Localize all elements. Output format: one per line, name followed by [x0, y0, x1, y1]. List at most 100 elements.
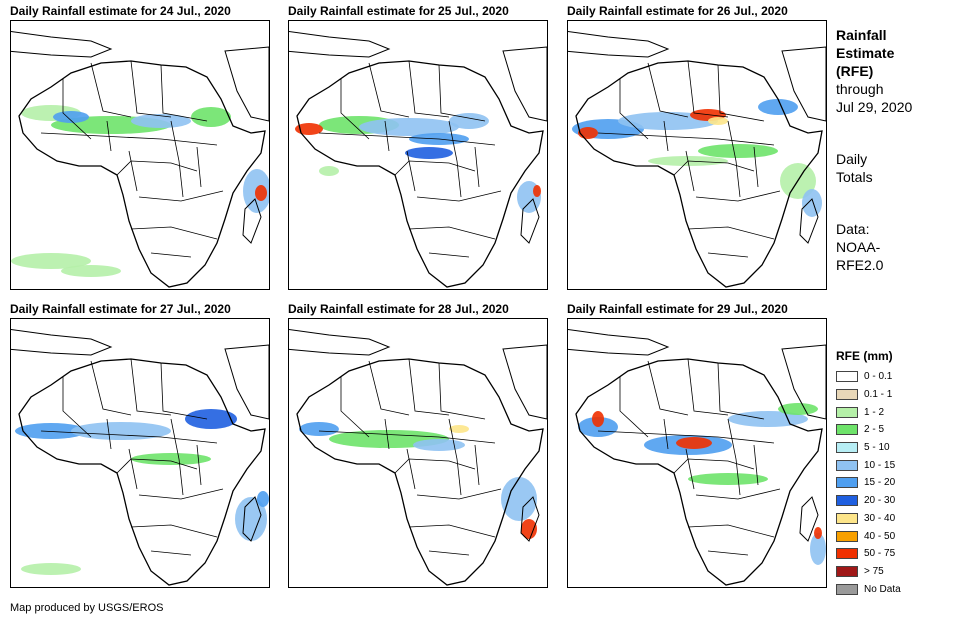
legend-item: 50 - 75 — [836, 545, 901, 563]
country-border — [130, 358, 172, 416]
country-border — [384, 418, 390, 450]
country-border — [717, 64, 765, 122]
country-border — [647, 360, 689, 416]
rainfall-patch — [11, 253, 91, 269]
map-panel-27-jul: Daily Rainfall estimate for 27 Jul., 202… — [10, 302, 270, 588]
through-date: through Jul 29, 2020 — [836, 80, 964, 116]
legend-label: No Data — [864, 583, 901, 595]
country-border — [707, 550, 749, 556]
country-border — [130, 60, 172, 118]
rainfall-patch — [533, 185, 541, 197]
country-border — [685, 448, 695, 490]
country-border — [695, 190, 781, 202]
legend-item: 30 - 40 — [836, 510, 901, 528]
legend-swatch — [836, 371, 858, 383]
country-border — [753, 146, 759, 188]
rainfall-patch — [15, 423, 87, 439]
country-border — [687, 60, 729, 118]
country-border — [116, 160, 198, 176]
africa-outline — [575, 358, 823, 586]
rainfall-patch — [708, 117, 728, 125]
legend-title: RFE (mm) — [836, 349, 893, 363]
rainfall-map — [10, 318, 270, 588]
country-border — [160, 362, 208, 420]
madagascar-outline — [799, 496, 819, 542]
madagascar-outline — [520, 198, 540, 244]
data-source: Data: NOAA- RFE2.0 — [836, 220, 964, 274]
country-border — [394, 458, 476, 474]
country-border — [717, 362, 765, 420]
country-border — [128, 448, 138, 490]
country-border — [448, 418, 462, 496]
europe-coast — [11, 31, 113, 58]
map-panel-26-jul: Daily Rainfall estimate for 26 Jul., 202… — [567, 4, 827, 290]
legend-label: 40 - 50 — [864, 530, 896, 542]
legend-swatch — [836, 442, 858, 454]
country-border — [408, 226, 496, 240]
legend-swatch — [836, 565, 858, 577]
country-border — [438, 362, 486, 420]
europe-coast — [289, 329, 391, 356]
country-border — [474, 444, 480, 486]
rainfall-map — [288, 318, 548, 588]
legend-swatch — [836, 512, 858, 524]
rainfall-patch — [778, 403, 818, 415]
legend-item: No Data — [836, 580, 901, 598]
country-border — [753, 444, 759, 486]
legend-rows: 0 - 0.1 0.1 - 1 1 - 2 2 - 5 5 - 10 10 - 15 15 … — [836, 368, 901, 598]
country-border — [408, 524, 496, 538]
rainfall-patch — [578, 127, 598, 139]
country-border — [685, 150, 695, 192]
europe-coast — [289, 31, 391, 58]
panel-title: Daily Rainfall estimate for 29 Jul., 202… — [567, 302, 788, 316]
country-border — [150, 252, 192, 258]
country-border — [416, 190, 502, 202]
rainfall-patch — [449, 425, 469, 433]
rainfall-patch — [688, 473, 768, 485]
country-border — [368, 62, 410, 118]
legend-swatch — [836, 406, 858, 418]
country-border — [62, 79, 92, 140]
country-border — [406, 448, 416, 490]
country-border — [196, 444, 202, 486]
africa-outline — [18, 60, 266, 288]
country-border — [106, 418, 112, 450]
country-border — [368, 360, 410, 416]
legend-item: 20 - 30 — [836, 492, 901, 510]
africa-map-svg — [11, 329, 269, 586]
madagascar-outline — [520, 496, 540, 542]
through-value: Jul 29, 2020 — [836, 99, 913, 115]
title-line: Estimate — [836, 45, 895, 61]
data-line: NOAA- — [836, 239, 881, 255]
country-border — [138, 190, 224, 202]
africa-outline — [18, 358, 266, 586]
rainfall-patch — [802, 189, 822, 217]
europe-coast — [568, 329, 670, 356]
rainfall-patch — [449, 113, 489, 129]
country-border — [130, 226, 218, 240]
country-border — [106, 120, 112, 152]
legend-label: > 75 — [864, 565, 884, 577]
africa-map-svg — [568, 31, 826, 288]
country-border — [687, 226, 775, 240]
country-border — [138, 488, 224, 500]
panel-title: Daily Rainfall estimate for 25 Jul., 202… — [288, 4, 509, 18]
map-panel-28-jul: Daily Rainfall estimate for 28 Jul., 202… — [288, 302, 548, 588]
credit-text: Map produced by USGS/EROS — [10, 602, 164, 614]
africa-outline — [296, 358, 544, 586]
rfe-legend: RFE (mm) 0 - 0.1 0.1 - 1 1 - 2 2 - 5 5 - 10 1… — [836, 349, 901, 598]
legend-swatch — [836, 583, 858, 595]
country-border — [597, 132, 775, 146]
legend-item: 15 - 20 — [836, 474, 901, 492]
product-title: Rainfall Estimate (RFE) — [836, 26, 964, 80]
legend-swatch — [836, 459, 858, 471]
country-border — [340, 377, 370, 438]
madagascar-outline — [799, 198, 819, 244]
arabia-outline — [224, 344, 269, 420]
country-border — [318, 430, 496, 444]
country-border — [170, 418, 184, 496]
rainfall-patch — [413, 439, 465, 451]
map-panel-24-jul: Daily Rainfall estimate for 24 Jul., 202… — [10, 4, 270, 290]
country-border — [318, 132, 496, 146]
rainfall-map — [288, 20, 548, 290]
